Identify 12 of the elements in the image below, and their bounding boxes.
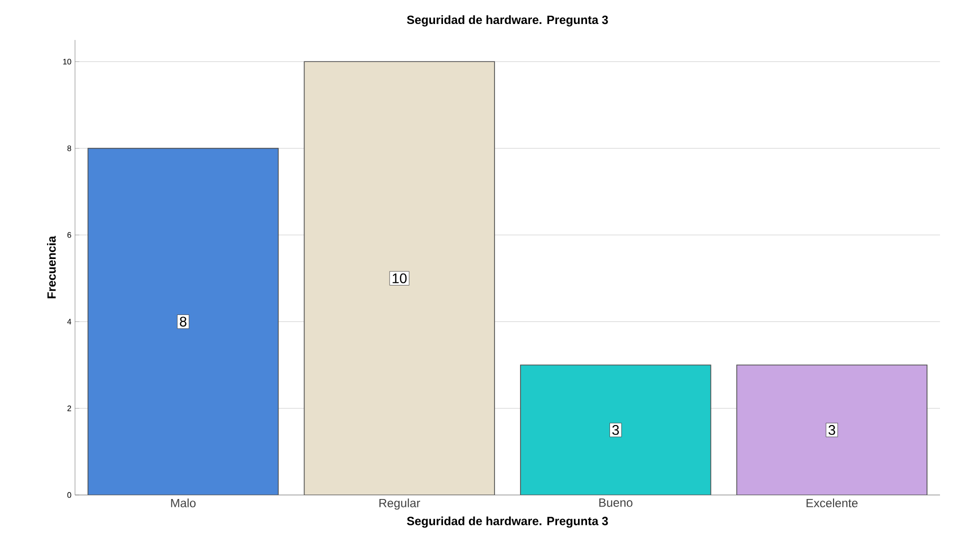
data-label: 10 <box>392 273 407 284</box>
chart-title: Seguridad de hardware. Pregunta 3 <box>406 15 608 26</box>
y-axis-title: Frecuencia <box>47 236 56 298</box>
x-tick-label: Regular <box>379 498 420 510</box>
x-tick-label: Excelente <box>806 498 858 508</box>
data-label: 8 <box>180 316 186 327</box>
data-label: 3 <box>612 425 619 435</box>
x-tick-label: Malo <box>171 498 196 508</box>
x-tick-label: Bueno <box>599 498 632 507</box>
x-axis-title: Seguridad de hardware. Pregunta 3 <box>406 516 608 528</box>
bar <box>736 364 928 495</box>
data-label: 3 <box>828 425 836 435</box>
